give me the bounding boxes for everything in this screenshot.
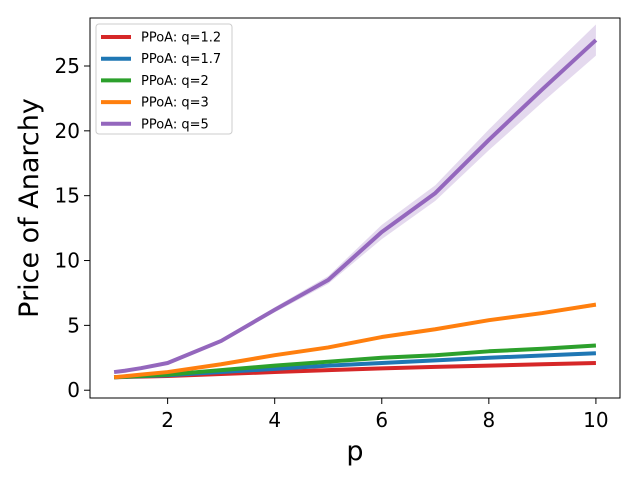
legend-box (95, 23, 233, 135)
legend-label: PPoA: q=1.7 (141, 52, 221, 67)
x-axis-title: p (346, 436, 363, 467)
x-tick-label: 2 (161, 408, 174, 432)
plot-frame (89, 17, 621, 399)
x-tick-label: 10 (583, 408, 608, 432)
y-axis: 0 5 10 15 20 25 (55, 54, 90, 402)
legend: PPoA: q=1.2 PPoA: q=1.7 PPoA: q=2 PPoA: q=3… (95, 23, 233, 135)
y-tick-label: 15 (55, 184, 80, 208)
x-axis: 2 4 6 8 10 (161, 398, 609, 432)
y-tick-label: 0 (67, 378, 80, 402)
y-tick-label: 5 (67, 313, 80, 337)
legend-label: PPoA: q=1.2 (141, 31, 221, 46)
x-tick-label: 6 (375, 408, 388, 432)
series-line-4 (113, 38, 598, 375)
y-tick-label: 25 (55, 54, 80, 78)
x-tick-label: 4 (268, 408, 281, 432)
series-line-2 (113, 343, 597, 380)
y-tick-label: 20 (55, 119, 80, 143)
series-line-3 (113, 302, 597, 380)
legend-label: PPoA: q=2 (141, 74, 209, 89)
y-axis-title: Price of Anarchy (14, 98, 45, 318)
series-lines (113, 38, 598, 380)
legend-label: PPoA: q=3 (141, 96, 209, 111)
x-tick-label: 8 (482, 408, 495, 432)
legend-label: PPoA: q=5 (141, 117, 209, 132)
y-tick-label: 10 (55, 249, 80, 273)
